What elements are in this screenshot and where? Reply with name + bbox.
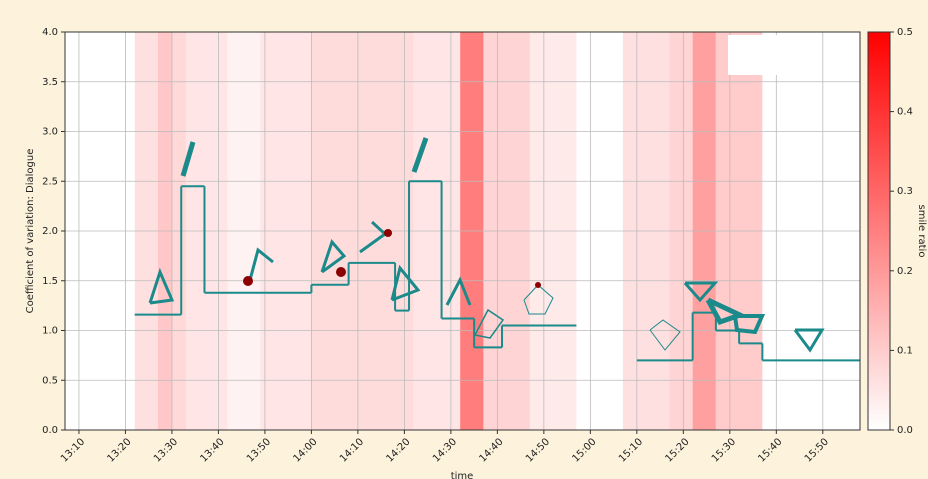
y-axis-label: Coefficient of variation: Dialogue bbox=[25, 149, 36, 314]
colorbar-tick-label: 0.2 bbox=[897, 266, 913, 277]
line-layer bbox=[134, 180, 860, 362]
x-tick-label: 13:20 bbox=[106, 436, 134, 464]
x-tick-label: 13:30 bbox=[152, 436, 180, 464]
y-tick-label: 0.5 bbox=[42, 375, 58, 386]
network-glyphs bbox=[148, 137, 825, 353]
colorbar-tick-label: 0.5 bbox=[897, 27, 913, 38]
y-tick-label: 1.0 bbox=[42, 326, 58, 337]
x-tick-label: 14:00 bbox=[291, 436, 319, 464]
colorbar-tick-label: 0.0 bbox=[897, 425, 913, 436]
x-tick-label: 14:10 bbox=[338, 436, 366, 464]
x-axis-label: time bbox=[451, 471, 474, 479]
x-tick-label: 14:20 bbox=[384, 436, 412, 464]
x-tick-label: 15:30 bbox=[710, 436, 738, 464]
y-tick-label: 3.5 bbox=[42, 77, 58, 88]
x-tick-label: 15:40 bbox=[756, 436, 784, 464]
x-tick-label: 14:30 bbox=[431, 436, 459, 464]
y-tick-label: 2.0 bbox=[42, 226, 58, 237]
colorbar-tick-label: 0.3 bbox=[897, 186, 913, 197]
y-tick-label: 4.0 bbox=[42, 27, 58, 38]
x-tick-label: 13:50 bbox=[245, 436, 273, 464]
x-tick-label: 13:40 bbox=[199, 436, 227, 464]
colorbar-tick-label: 0.4 bbox=[897, 107, 913, 118]
x-tick-label: 15:00 bbox=[570, 436, 598, 464]
x-tick-label: 14:40 bbox=[477, 436, 505, 464]
y-tick-label: 0.0 bbox=[42, 425, 58, 436]
y-tick-label: 3.0 bbox=[42, 127, 58, 138]
x-tick-label: 15:50 bbox=[803, 436, 831, 464]
colorbar bbox=[867, 31, 891, 431]
x-tick-label: 13:10 bbox=[59, 436, 87, 464]
legend-box bbox=[728, 35, 820, 75]
x-tick-label: 14:50 bbox=[524, 436, 552, 464]
y-tick-label: 2.5 bbox=[42, 176, 58, 187]
x-tick-label: 15:10 bbox=[617, 436, 645, 464]
colorbar-label: smile ratio bbox=[916, 205, 927, 258]
colorbar-tick-label: 0.1 bbox=[897, 345, 913, 356]
y-tick-label: 1.5 bbox=[42, 276, 58, 287]
x-tick-label: 15:20 bbox=[663, 436, 691, 464]
